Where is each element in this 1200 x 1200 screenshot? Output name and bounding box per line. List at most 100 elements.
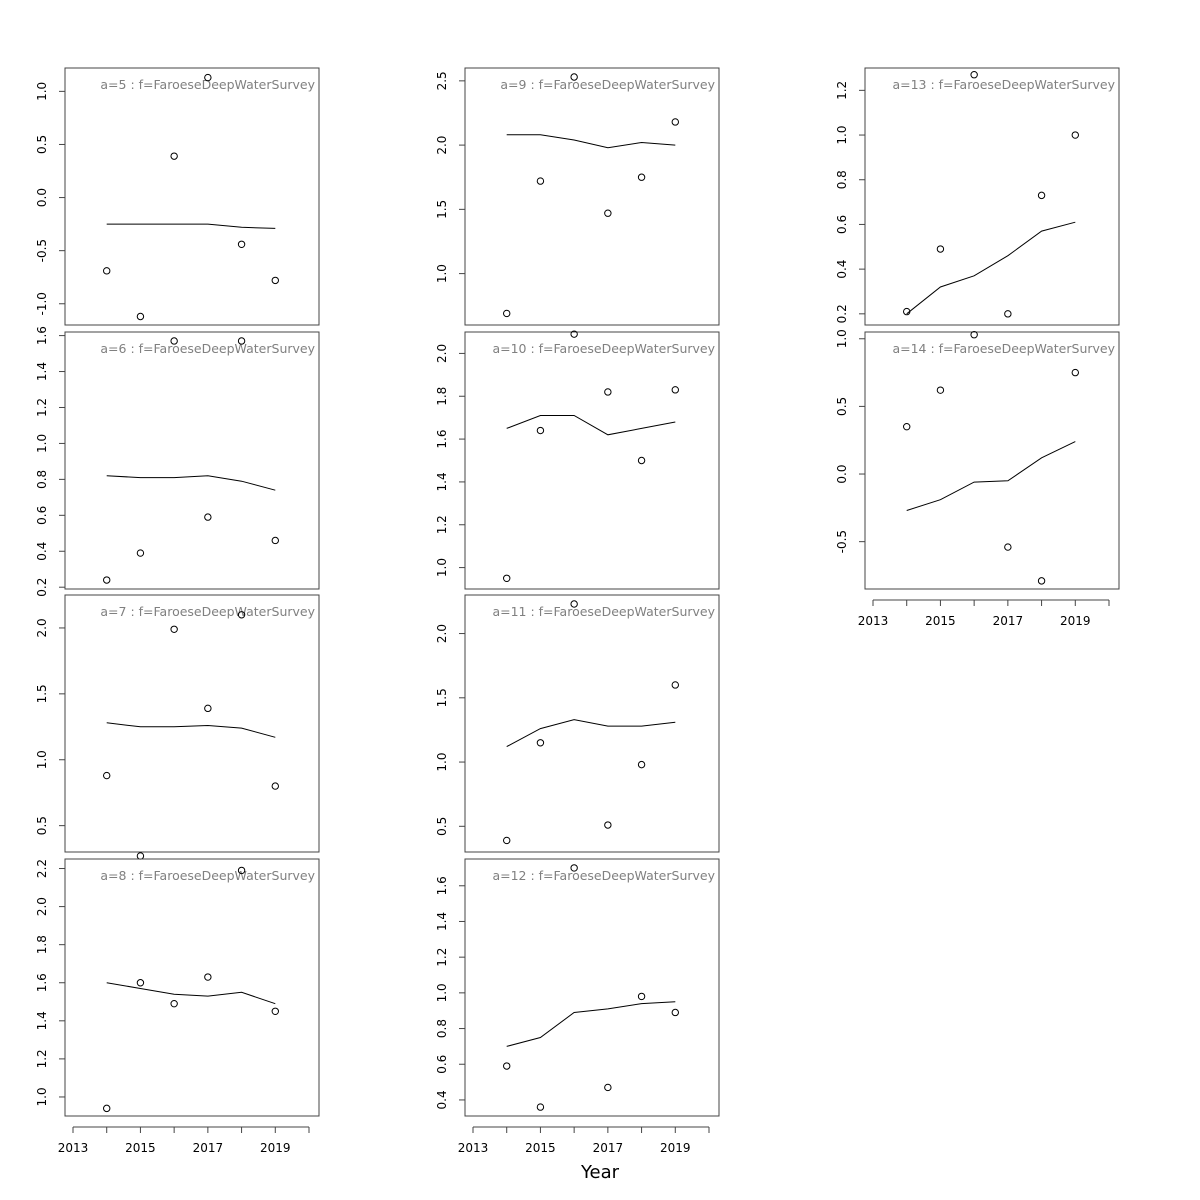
- x-tick-label: 2015: [525, 1141, 556, 1155]
- y-tick-label: 1.6: [435, 430, 449, 449]
- fitted-line: [906, 221, 1076, 315]
- data-point: [671, 386, 679, 394]
- data-point: [604, 1083, 612, 1092]
- data-point: [237, 611, 246, 619]
- y-tick-label: 1.0: [835, 125, 849, 144]
- x-tick-label: 2019: [1060, 614, 1091, 628]
- data-point: [536, 739, 545, 747]
- y-tick-label: 2.0: [435, 624, 449, 643]
- data-point: [503, 309, 511, 318]
- data-point: [903, 422, 911, 431]
- panel-a5: a=5 : f=FaroeseDeepWaterSurvey -1.0 -0.5 0.…: [35, 67, 320, 326]
- y-tick-label: 0.0: [35, 188, 49, 207]
- panel-a6: a=6 : f=FaroeseDeepWaterSurvey 0.2 0.4 0.6 0…: [35, 326, 320, 597]
- y-tick-label: 1.2: [435, 515, 449, 534]
- panel-a10: a=10 : f=FaroeseDeepWaterSurvey 1.0 1.2 1.4…: [435, 330, 720, 590]
- y-tick-label: 0.2: [35, 578, 49, 597]
- y-tick-label: 1.0: [435, 753, 449, 772]
- data-point: [570, 330, 578, 338]
- data-point: [204, 73, 212, 82]
- y-tick-label: 1.5: [35, 684, 49, 703]
- y-tick-label: 1.2: [835, 81, 849, 100]
- y-tick-label: 0.6: [35, 506, 49, 525]
- panel-title: a=10 : f=FaroeseDeepWaterSurvey: [492, 341, 715, 356]
- data-point: [604, 821, 612, 829]
- panel-title: a=7 : f=FaroeseDeepWaterSurvey: [100, 604, 315, 619]
- x-tick-label: 2017: [593, 1141, 624, 1155]
- y-tick-label: 1.8: [435, 387, 449, 406]
- data-point: [903, 307, 911, 316]
- y-tick-label: 1.2: [435, 948, 449, 967]
- data-point: [271, 536, 279, 545]
- panel-title: a=6 : f=FaroeseDeepWaterSurvey: [100, 341, 315, 356]
- y-tick-label: -0.5: [835, 530, 849, 553]
- panel-title: a=11 : f=FaroeseDeepWaterSurvey: [492, 604, 715, 619]
- data-point: [103, 576, 111, 584]
- x-tick-label: 2013: [458, 1141, 489, 1155]
- fitted-line: [106, 223, 276, 229]
- data-point: [136, 312, 145, 321]
- y-tick-label: 1.0: [435, 558, 449, 577]
- data-point: [671, 118, 679, 126]
- data-point: [604, 209, 612, 217]
- data-point: [204, 973, 212, 981]
- y-tick-label: 0.5: [435, 817, 449, 836]
- y-tick-label: 1.0: [435, 264, 449, 283]
- x-tick-label: 2017: [993, 614, 1024, 628]
- y-tick-label: 1.0: [35, 750, 49, 769]
- panel-frame: [64, 858, 320, 1117]
- panel-frame: [64, 67, 320, 326]
- fitted-line: [506, 134, 676, 149]
- data-point: [237, 866, 246, 875]
- y-tick-label: 1.0: [435, 983, 449, 1002]
- y-tick-label: 2.0: [435, 136, 449, 155]
- data-point: [671, 681, 679, 689]
- panel-title: a=13 : f=FaroeseDeepWaterSurvey: [892, 77, 1115, 92]
- data-point: [604, 388, 612, 396]
- data-point: [237, 337, 246, 345]
- data-point: [936, 245, 945, 253]
- panel-a13: a=13 : f=FaroeseDeepWaterSurvey 0.2 0.4 0.6…: [835, 67, 1120, 326]
- y-tick-label: 0.8: [435, 1019, 449, 1038]
- panel-frame: [64, 594, 320, 853]
- panel-frame: [464, 331, 720, 590]
- data-point: [570, 864, 578, 872]
- fitted-line: [106, 722, 276, 738]
- data-point: [136, 979, 145, 987]
- y-tick-label: 1.4: [435, 472, 449, 491]
- panel-title: a=5 : f=FaroeseDeepWaterSurvey: [100, 77, 315, 92]
- panel-title: a=9 : f=FaroeseDeepWaterSurvey: [500, 77, 715, 92]
- x-tick-label: 2015: [925, 614, 956, 628]
- data-point: [103, 771, 111, 780]
- y-tick-label: 0.6: [835, 215, 849, 234]
- y-tick-label: 1.6: [35, 973, 49, 992]
- data-point: [170, 337, 178, 345]
- x-tick-label: 2015: [125, 1141, 156, 1155]
- data-point: [237, 240, 246, 248]
- fitted-line: [506, 415, 676, 436]
- x-axes: 2013 2015 2017 2019 2013 2015 2017 2019 2013 2015…: [58, 599, 1110, 1155]
- panel-frame: [864, 331, 1120, 590]
- panel-title: a=8 : f=FaroeseDeepWaterSurvey: [100, 868, 315, 883]
- data-point: [1037, 577, 1046, 585]
- data-point: [271, 276, 279, 285]
- panel-frame: [464, 67, 720, 326]
- data-point: [503, 574, 511, 582]
- y-tick-label: 1.4: [435, 912, 449, 931]
- data-point: [536, 1103, 545, 1111]
- y-tick-label: 0.2: [835, 304, 849, 323]
- panel-a7: a=7 : f=FaroeseDeepWaterSurvey 0.5 1.0 1.5 2…: [35, 594, 320, 860]
- panel-title: a=12 : f=FaroeseDeepWaterSurvey: [492, 868, 715, 883]
- data-point: [570, 600, 578, 608]
- data-point: [503, 836, 511, 845]
- data-point: [271, 782, 279, 790]
- y-tick-label: 1.5: [435, 688, 449, 707]
- data-point: [1071, 131, 1079, 139]
- data-point: [136, 549, 145, 557]
- y-tick-label: 0.8: [835, 170, 849, 189]
- data-point: [637, 760, 646, 769]
- x-axis: 2013 2015 2017 2019: [58, 1126, 310, 1155]
- y-tick-label: 1.0: [35, 82, 49, 101]
- y-tick-label: 0.5: [35, 816, 49, 835]
